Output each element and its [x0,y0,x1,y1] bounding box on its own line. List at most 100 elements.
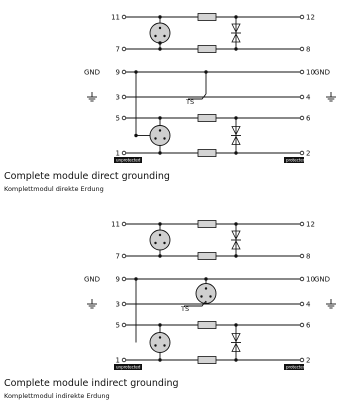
tvs-diode-pair [231,23,241,43]
pin-label-left: 1 [116,150,120,158]
terminal [299,357,305,363]
arrester-body [195,283,217,304]
badge-text: protected [286,158,306,163]
terminal [299,46,305,52]
pin-label-left: 9 [116,276,120,284]
pin-label-left: 7 [116,46,120,54]
badge-bg [284,364,304,370]
pin-label-left: 9 [116,69,120,77]
terminal [299,221,305,227]
arrester-electrode [163,344,166,347]
thermal-switch [188,93,207,100]
resistor [197,252,217,260]
resistor [197,356,217,364]
badge-bg [114,157,142,163]
badge-bg [284,157,304,163]
tvs-diode-pair [231,230,241,250]
pin-label-right: 8 [306,253,310,261]
junction-dot [234,254,238,258]
gnd-label-right: GND [314,69,330,77]
ground-icon [326,92,336,102]
terminal [121,69,127,75]
terminal [299,322,305,328]
junction-dot [158,41,162,45]
resistor [197,114,217,122]
terminal [121,150,127,156]
terminal [299,69,305,75]
terminal [299,14,305,20]
arrester-electrode [158,233,162,237]
terminal [121,46,127,52]
terminal [299,94,305,100]
pin-label-right: 8 [306,46,310,54]
terminal [121,14,127,20]
thermal-switch [184,300,207,307]
badge-text: unprotected [116,365,141,370]
pin-label-left: 11 [111,221,120,229]
terminal [299,150,305,156]
arrester-electrode [163,137,166,140]
gas-arrester [149,229,171,251]
pin-label-left: 7 [116,253,120,261]
terminal [121,301,127,307]
tvs-diode-pair [231,126,241,145]
junction-dot [158,254,162,258]
terminal [299,115,305,121]
ts-label: TS [180,305,189,313]
terminal [121,276,127,282]
gnd-label-left: GND [84,69,100,77]
ground-icon [87,92,97,102]
pin-label-right: 4 [306,301,311,309]
resistor [197,149,217,157]
diagram-1-subtitle: Komplettmodul direkte Erdung [4,185,104,193]
diagram-2-title: Complete module indirect grounding [4,378,179,389]
tvs-diode-pair [231,333,241,352]
pin-label-right: 6 [306,322,311,330]
terminal [299,301,305,307]
pin-label-right: 4 [306,94,311,102]
pin-label-right: 2 [306,357,310,365]
arrester-electrode [154,137,157,140]
arrester-electrode [154,241,157,245]
arrester-electrode [204,287,208,290]
ground-icon [326,299,336,309]
ts-label: TS [185,98,194,106]
resistor [197,45,217,53]
badge-text: protected [286,365,306,370]
unprotected-badge: unprotected [114,364,142,370]
arrester-electrode [158,26,162,30]
ground-icon [87,299,97,309]
resistor [197,220,217,228]
pin-label-right: 12 [306,221,315,229]
gnd-label-right: GND [314,276,330,284]
arrester-electrode [163,34,166,38]
protected-badge: protected [284,364,306,370]
diagram-2-subtitle: Komplettmodul indirekte Erdung [4,392,110,400]
diagram-1-title: Complete module direct grounding [4,171,170,182]
pin-label-left: 3 [116,94,120,102]
resistor [197,321,217,329]
pin-label-left: 3 [116,301,120,309]
arrester-electrode [209,295,212,298]
arrester-electrode [200,295,203,298]
badge-text: unprotected [116,158,141,163]
terminal [121,322,127,328]
arrester-body [149,22,171,44]
pin-label-right: 10 [306,276,315,284]
badge-bg [114,364,142,370]
pin-label-left: 5 [116,322,120,330]
pin-label-right: 2 [306,150,310,158]
protected-badge: protected [284,157,306,163]
gas-arrester [149,22,171,44]
pin-label-left: 11 [111,14,120,22]
arrester-electrode [154,344,157,347]
arrester-electrode [163,241,166,245]
arrester-electrode [154,34,157,38]
pin-label-left: 5 [116,115,120,123]
arrester-body [149,125,171,146]
pin-label-right: 12 [306,14,315,22]
gnd-label-left: GND [84,276,100,284]
